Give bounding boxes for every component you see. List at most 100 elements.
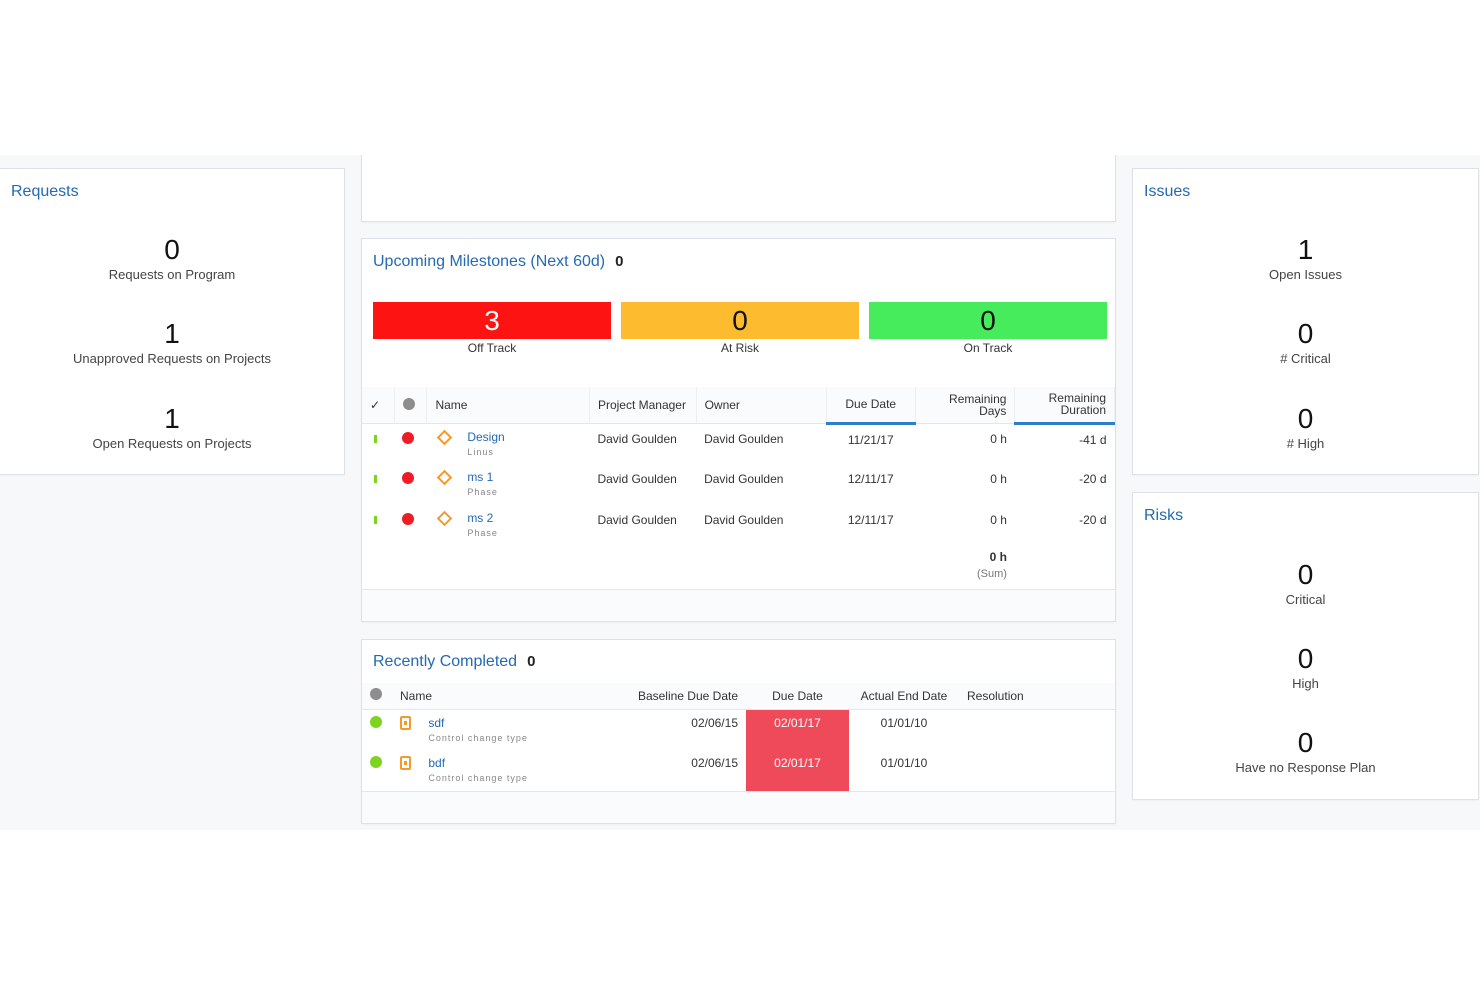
milestone-name-link[interactable]: ms 2 [467, 511, 494, 525]
col-check[interactable]: ✓ [362, 387, 395, 424]
stat-label: Open Issues [1269, 267, 1342, 282]
recently-completed-card: Recently Completed 0 Name Baseline Due Da… [361, 639, 1116, 824]
item-sub: Control change type [428, 732, 528, 743]
due-cell-overdue: 02/01/17 [746, 709, 849, 750]
on-track-label: On Track [963, 341, 1013, 355]
col-resolution[interactable]: Resolution [959, 683, 1115, 710]
col-due-date[interactable]: Due Date [746, 683, 849, 710]
recent-title[interactable]: Recently Completed 0 [373, 653, 535, 671]
rem-duration-cell: -20 d [1079, 472, 1107, 486]
open-requests-stat[interactable]: 1 Open Requests on Projects [0, 403, 344, 452]
stat-value: 0 [1297, 318, 1314, 349]
status-green-icon [370, 756, 382, 768]
col-name[interactable]: Name [392, 683, 592, 710]
total-value: 0 h [989, 550, 1007, 564]
col-due-date[interactable]: Due Date [826, 387, 916, 425]
requests-title[interactable]: Requests [11, 183, 79, 200]
on-track-bar[interactable]: 0 [869, 302, 1107, 339]
stat-label: High [1292, 676, 1319, 691]
total-row: 0 h (Sum) [362, 546, 1115, 587]
milestones-title[interactable]: Upcoming Milestones (Next 60d) 0 [373, 253, 623, 271]
milestone-diamond-icon [436, 510, 453, 527]
stat-label: Have no Response Plan [1235, 760, 1376, 775]
recent-count: 0 [527, 653, 536, 670]
due-cell: 12/11/17 [847, 513, 894, 527]
stat-value: 0 [1297, 403, 1314, 434]
critical-risks-stat[interactable]: 0 Critical [1133, 559, 1478, 608]
stat-label: Unapproved Requests on Projects [72, 351, 271, 366]
stat-label: Requests on Program [108, 267, 236, 282]
col-remaining-days[interactable]: Remaining Days [915, 387, 1016, 424]
stat-value: 0 [164, 234, 180, 265]
high-issues-stat[interactable]: 0 # High [1133, 403, 1478, 452]
milestone-sub: Phase [467, 528, 498, 538]
stat-value: 0 [1297, 559, 1314, 590]
item-name-link[interactable]: bdf [428, 756, 446, 770]
rem-duration-cell: -20 d [1079, 513, 1107, 527]
resolution-cell [959, 709, 1115, 750]
col-status[interactable] [394, 387, 428, 424]
row-indicator-icon [374, 434, 377, 443]
rem-days-cell: 0 h [990, 431, 1007, 446]
milestone-name-link[interactable]: Design [467, 429, 505, 444]
milestones-count: 0 [615, 253, 624, 270]
risks-title[interactable]: Risks [1144, 507, 1184, 524]
requests-on-program-stat[interactable]: 0 Requests on Program [0, 234, 344, 283]
stat-value: 1 [164, 318, 180, 349]
off-track-bar[interactable]: 3 [373, 302, 611, 339]
due-cell: 12/11/17 [847, 472, 894, 486]
row-indicator-icon [374, 475, 377, 483]
milestone-name-link[interactable]: ms 1 [467, 470, 494, 484]
owner-cell: David Goulden [704, 472, 784, 486]
upcoming-milestones-card: Upcoming Milestones (Next 60d) 0 3 Off Tr… [361, 238, 1116, 622]
col-name[interactable]: Name [426, 387, 590, 424]
status-dot-icon [402, 397, 415, 410]
at-risk-label: At Risk [720, 341, 759, 355]
unapproved-requests-stat[interactable]: 1 Unapproved Requests on Projects [0, 318, 344, 367]
row-indicator-icon [374, 516, 377, 524]
status-red-icon [402, 513, 415, 525]
open-issues-stat[interactable]: 1 Open Issues [1133, 234, 1478, 283]
milestone-diamond-icon [436, 469, 453, 486]
high-risks-stat[interactable]: 0 High [1133, 643, 1478, 692]
recent-table: Name Baseline Due Date Due Date Actual E… [362, 683, 1115, 791]
stat-label: Open Requests on Projects [92, 436, 252, 451]
milestones-footer [362, 589, 1115, 621]
col-project-manager[interactable]: Project Manager [589, 387, 697, 424]
col-status[interactable] [362, 683, 392, 710]
item-sub: Control change type [428, 773, 528, 783]
col-baseline-due[interactable]: Baseline Due Date [592, 683, 746, 710]
recent-footer [362, 791, 1115, 823]
clipboard-icon [400, 756, 411, 770]
col-actual-end[interactable]: Actual End Date [849, 683, 959, 710]
status-red-icon [402, 431, 415, 444]
status-red-icon [402, 472, 415, 484]
issues-title[interactable]: Issues [1144, 183, 1191, 200]
milestone-sub: Linus [467, 446, 494, 457]
rem-days-cell: 0 h [990, 472, 1007, 486]
off-track-label: Off Track [467, 341, 517, 355]
table-row[interactable]: sdf Control change type 02/06/15 02/01/1… [362, 709, 1115, 750]
item-name-link[interactable]: sdf [428, 715, 445, 730]
table-row[interactable]: ms 1 Phase David Goulden David Goulden 1… [362, 464, 1115, 505]
stat-value: 1 [164, 403, 180, 434]
stat-value: 0 [1297, 727, 1314, 758]
at-risk-bar[interactable]: 0 [621, 302, 859, 339]
col-owner[interactable]: Owner [696, 387, 827, 424]
no-response-plan-stat[interactable]: 0 Have no Response Plan [1133, 727, 1478, 776]
due-cell-overdue: 02/01/17 [746, 750, 849, 791]
critical-issues-stat[interactable]: 0 # Critical [1133, 318, 1478, 367]
pm-cell: David Goulden [597, 431, 677, 446]
milestones-title-text: Upcoming Milestones (Next 60d) [373, 253, 606, 270]
actual-end-cell: 01/01/10 [880, 715, 928, 730]
table-row[interactable]: ms 2 Phase David Goulden David Goulden 1… [362, 505, 1115, 546]
clipboard-icon [400, 715, 411, 730]
col-remaining-duration[interactable]: Remaining Duration [1014, 387, 1115, 425]
pm-cell: David Goulden [597, 513, 677, 527]
table-row[interactable]: Design Linus David Goulden David Goulden… [362, 423, 1115, 464]
top-partial-card [361, 155, 1116, 222]
table-row[interactable]: bdf Control change type 02/06/15 02/01/1… [362, 750, 1115, 791]
stat-value: 0 [1297, 643, 1314, 674]
milestones-table: ✓ Name Project Manager Owner Due Date Re… [362, 387, 1115, 587]
stat-value: 1 [1297, 234, 1314, 265]
